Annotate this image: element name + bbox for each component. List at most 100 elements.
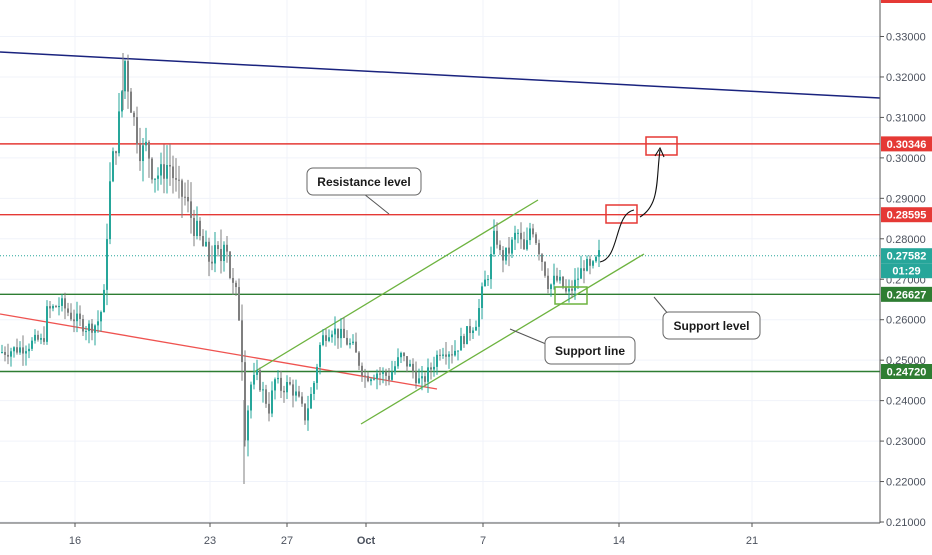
- candle-body: [82, 318, 84, 332]
- candle-body: [589, 258, 591, 266]
- candle-121: [364, 368, 366, 388]
- candle-38: [115, 150, 117, 165]
- support-line: [360, 253, 645, 425]
- price-tag-bg: [881, 207, 932, 223]
- price-tag-bg: [881, 248, 932, 264]
- candle-133: [400, 351, 402, 363]
- candle-body: [463, 336, 465, 345]
- candle-147: [442, 347, 444, 359]
- candle-body: [238, 287, 240, 321]
- candle-131: [394, 360, 396, 375]
- candle-77: [232, 268, 234, 295]
- candle-body: [556, 275, 558, 281]
- candle-body: [76, 313, 78, 322]
- candle-125: [376, 369, 378, 390]
- candle-90: [271, 381, 273, 418]
- candle-body: [142, 145, 144, 162]
- candle-163: [490, 246, 492, 289]
- candle-135: [406, 356, 408, 373]
- candle-22: [67, 302, 69, 317]
- candle-193: [580, 255, 582, 279]
- candle-body: [388, 375, 390, 380]
- candle-body: [367, 375, 369, 382]
- candle-97: [292, 379, 294, 408]
- y-tick-label: 0.30000: [886, 153, 926, 165]
- candle-body: [118, 111, 120, 154]
- candle-body: [145, 141, 147, 146]
- resistance-label-group: Resistance level: [306, 167, 422, 196]
- candle-body: [376, 373, 378, 379]
- candle-190: [571, 280, 573, 299]
- candle-body: [298, 391, 300, 397]
- candle-body: [262, 389, 264, 391]
- candle-175: [526, 227, 528, 251]
- candle-body: [544, 261, 546, 276]
- candle-body: [250, 384, 252, 411]
- candle-body: [103, 289, 105, 313]
- candle-body: [229, 251, 231, 278]
- candle-152: [457, 350, 459, 361]
- price-tag-bg: [881, 363, 932, 379]
- candle-195: [586, 255, 588, 272]
- candle-14: [43, 326, 45, 345]
- candle-body: [421, 376, 423, 379]
- candle-body: [409, 363, 411, 367]
- candle-body: [34, 334, 36, 341]
- candle-82: [247, 405, 249, 457]
- candle-body: [523, 239, 525, 250]
- support-line-label: Support line: [555, 344, 625, 358]
- support-line-pointer: [509, 328, 547, 345]
- candle-body: [196, 220, 198, 237]
- price-tag-label: 0.30346: [887, 139, 927, 151]
- candle-142: [427, 358, 429, 393]
- candle-body: [337, 328, 339, 339]
- candle-body: [517, 232, 519, 234]
- candle-body: [157, 175, 159, 179]
- candle-132: [397, 348, 399, 369]
- candle-body: [211, 261, 213, 264]
- target-box-mid: [605, 204, 638, 224]
- support-level-label-box: [662, 311, 761, 340]
- projection-arrow-2: [639, 149, 661, 218]
- candle-body: [586, 258, 588, 271]
- candle-body: [511, 239, 513, 254]
- candle-body: [538, 243, 540, 255]
- candle-body: [334, 328, 336, 335]
- candle-body: [316, 366, 318, 383]
- candle-body: [451, 354, 453, 356]
- candle-body: [37, 334, 39, 340]
- candle-body: [370, 379, 372, 382]
- candle-body: [109, 181, 111, 240]
- price-tag-label: 0.28595: [887, 210, 927, 222]
- candle-body: [100, 312, 102, 322]
- candle-158: [475, 320, 477, 331]
- candle-body: [58, 305, 60, 308]
- candle-154: [463, 333, 465, 348]
- support-level-label: Support level: [673, 319, 749, 333]
- candle-body: [178, 179, 180, 181]
- candle-body: [232, 277, 234, 283]
- candle-44: [133, 110, 135, 126]
- candle-body: [328, 337, 330, 341]
- candle-36: [109, 162, 111, 245]
- candle-173: [520, 222, 522, 249]
- candle-72: [217, 241, 219, 257]
- candle-130: [391, 360, 393, 382]
- candle-body: [553, 275, 555, 285]
- candle-body: [205, 241, 207, 247]
- candle-body: [508, 247, 510, 254]
- candle-body: [469, 326, 471, 334]
- candle-63: [190, 182, 192, 234]
- candle-64: [193, 209, 195, 247]
- candle-108: [325, 329, 327, 347]
- candle-95: [286, 375, 288, 400]
- candle-body: [172, 166, 174, 179]
- candle-32: [97, 310, 99, 333]
- candle-body: [418, 378, 420, 384]
- candle-2: [7, 343, 9, 365]
- candle-146: [439, 349, 441, 361]
- candle-body: [340, 328, 342, 339]
- candle-166: [499, 240, 501, 256]
- candle-79: [238, 278, 240, 322]
